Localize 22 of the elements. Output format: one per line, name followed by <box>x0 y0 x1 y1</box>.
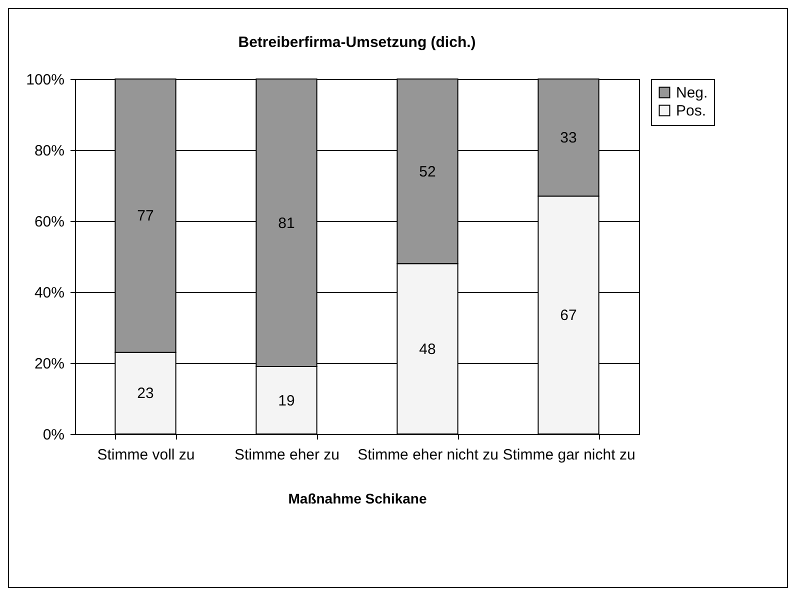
data-label: 48 <box>419 340 436 358</box>
data-label: 67 <box>560 307 577 324</box>
data-label: 77 <box>137 208 154 225</box>
legend-label: Neg. <box>676 84 708 102</box>
chart-title: Betreiberfirma-Umsetzung (dich.) <box>238 34 476 51</box>
y-tick-label: 0% <box>42 426 64 444</box>
x-tick-label: Stimme eher zu <box>234 446 340 464</box>
legend-label: Pos. <box>676 102 706 120</box>
x-tick-label: Stimme voll zu <box>97 446 195 464</box>
y-tick-label: 20% <box>34 356 64 372</box>
data-label: 81 <box>278 214 295 232</box>
y-tick-label: 80% <box>34 142 64 160</box>
x-tick-label: Stimme gar nicht zu <box>502 446 636 464</box>
y-tick-label: 60% <box>34 214 64 230</box>
y-tick-label: 40% <box>34 284 64 302</box>
y-tick-label: 100% <box>26 72 64 88</box>
x-tick-label: Stimme eher nicht zu <box>358 446 498 464</box>
data-label: 19 <box>278 392 295 410</box>
x-axis-title: Maßnahme Schikane <box>288 490 427 506</box>
data-label: 33 <box>560 130 577 147</box>
data-label: 52 <box>419 163 436 180</box>
data-label: 23 <box>137 385 154 402</box>
